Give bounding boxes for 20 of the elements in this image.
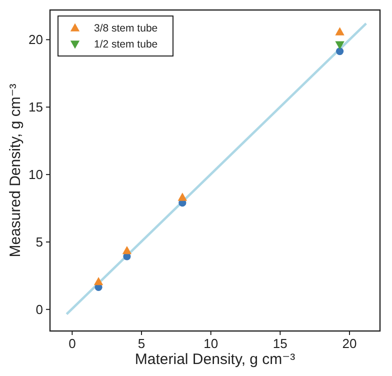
point: [178, 192, 188, 201]
point: [336, 47, 344, 56]
y-tick-label: 10: [28, 167, 43, 182]
legend-label: 3/8 stem tube: [94, 22, 158, 35]
y-axis-title: Measured Density, g cm⁻³: [7, 84, 24, 258]
legend-label: 1/2 stem tube: [94, 38, 158, 51]
point: [335, 41, 344, 50]
x-tick-label: 10: [204, 336, 218, 351]
x-tick-label: 15: [272, 336, 288, 351]
x-axis-title: Material Density, g cm⁻³: [134, 351, 296, 368]
point: [94, 276, 104, 286]
y-tick-label: 5: [36, 234, 43, 250]
y-tick-label: 20: [28, 32, 43, 48]
x-tick-label: 20: [342, 336, 357, 351]
point: [122, 246, 132, 254]
y-tick-label: 0: [36, 302, 43, 317]
x-tick-label: 5: [138, 336, 146, 351]
point: [335, 27, 344, 36]
y-tick-label: 15: [28, 100, 43, 115]
x-tick-label: 0: [68, 336, 76, 351]
